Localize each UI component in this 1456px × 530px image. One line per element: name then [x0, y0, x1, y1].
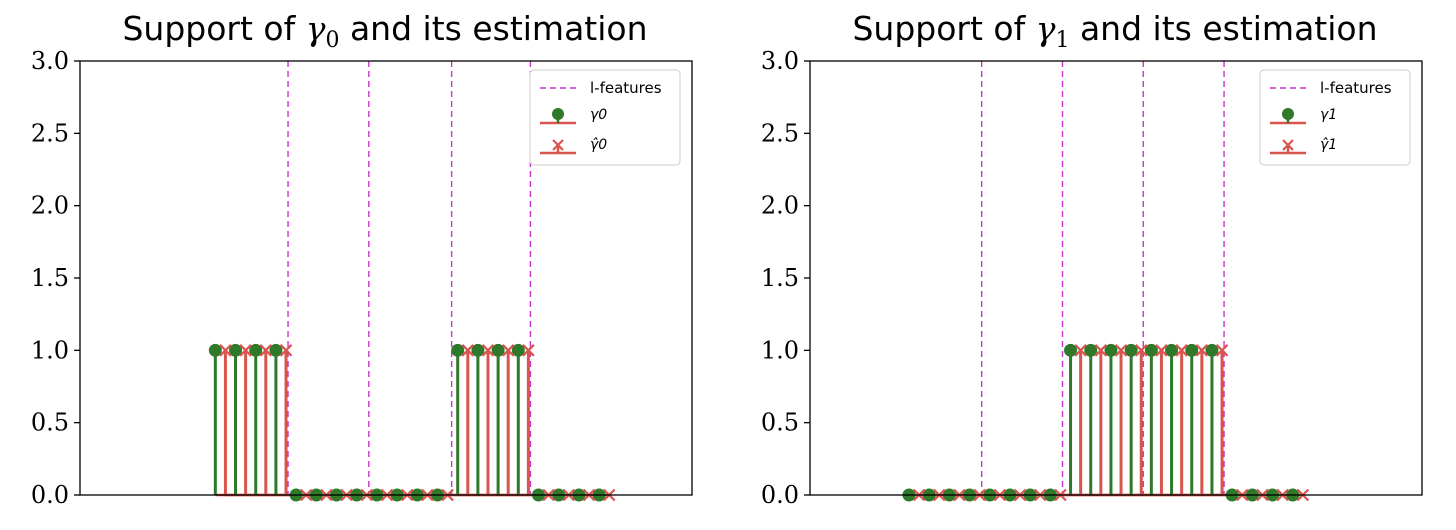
title-symbol: γ [1036, 9, 1056, 48]
axes-frame [809, 60, 1423, 496]
estimated-marker [1195, 344, 1209, 357]
y-tick-label: 0.0 [761, 481, 799, 509]
estimated-marker-stroke [259, 344, 273, 357]
estimated-marker [461, 344, 475, 357]
estimated-marker [1114, 344, 1128, 357]
legend-true-marker [552, 108, 564, 120]
legend-label: γ̂0 [590, 137, 607, 153]
true-marker [249, 343, 263, 357]
y-tick-label: 0.5 [31, 409, 69, 437]
chart-title: Support of γ1 and its estimation [852, 9, 1377, 53]
y-tick-label: 1.5 [761, 264, 799, 292]
true-marker [451, 343, 465, 357]
legend-label: l-features [1320, 79, 1392, 97]
legend-frame [529, 69, 681, 166]
title-prefix: Support of [852, 9, 1035, 48]
y-tick-label: 2.0 [31, 192, 69, 220]
y-tick-label: 0.5 [761, 409, 799, 437]
estimated-marker-stroke [1114, 344, 1128, 357]
estimated-marker-stroke [279, 344, 293, 357]
estimated-marker [1215, 344, 1229, 357]
estimated-marker [501, 344, 515, 357]
estimated-marker [1094, 344, 1108, 357]
estimated-marker [239, 344, 252, 357]
legend-label: l-features [590, 79, 662, 97]
estimated-marker-stroke [1175, 344, 1188, 357]
legend: l-features γ0 γ̂0 [529, 69, 681, 166]
estimated-marker [1155, 344, 1168, 357]
legend-label: γ0 [590, 107, 607, 123]
estimated-marker [279, 344, 293, 357]
estimated-marker-stroke [219, 344, 232, 357]
title-suffix: and its estimation [339, 9, 647, 48]
y-tick-label: 1.0 [761, 336, 799, 364]
legend-est-marker [552, 139, 564, 151]
legend-label: γ̂1 [1320, 137, 1337, 153]
true-marker [491, 343, 505, 357]
legend: l-features γ1 γ̂1 [1259, 69, 1411, 166]
y-tick-label: 3.0 [761, 47, 799, 75]
legend-frame [1259, 69, 1411, 166]
true-marker [1104, 343, 1118, 357]
estimated-marker-stroke [1155, 344, 1168, 357]
estimated-marker-stroke [481, 344, 495, 357]
estimated-marker-stroke [239, 344, 252, 357]
true-marker [208, 343, 222, 357]
y-tick-label: 1.5 [31, 264, 69, 292]
true-marker [1185, 343, 1199, 357]
estimated-marker [1175, 344, 1188, 357]
estimated-marker [1074, 344, 1087, 357]
title-prefix: Support of [122, 9, 305, 48]
true-marker [1144, 343, 1158, 357]
axes-frame [79, 60, 693, 496]
true-marker [1064, 343, 1078, 357]
estimated-marker [481, 344, 495, 357]
title-symbol: γ [306, 9, 326, 48]
true-marker [511, 343, 525, 357]
estimated-marker [522, 344, 535, 357]
legend-true-marker [1282, 108, 1294, 120]
legend-label: γ1 [1320, 107, 1337, 123]
title-subscript: 1 [1055, 28, 1069, 53]
estimated-marker [219, 344, 232, 357]
estimated-marker-stroke [461, 344, 475, 357]
true-marker [269, 343, 283, 357]
y-tick-label: 2.5 [761, 119, 799, 147]
estimated-marker-stroke [1134, 344, 1148, 357]
title-suffix: and its estimation [1069, 9, 1377, 48]
estimated-marker-stroke [1074, 344, 1087, 357]
estimated-marker-stroke [501, 344, 515, 357]
y-tick-label: 2.0 [761, 192, 799, 220]
estimated-marker-stroke [1094, 344, 1108, 357]
true-marker [1084, 343, 1098, 357]
true-marker [229, 343, 243, 357]
true-marker [1124, 343, 1138, 357]
left-subplot: Support of γ0 and its estimation 0.0 0.5 1.… [31, 9, 693, 509]
y-tick-label: 2.5 [31, 119, 69, 147]
legend-est-marker [1282, 139, 1294, 151]
right-subplot: Support of γ1 and its estimation 0.0 0.5 1.… [761, 9, 1423, 509]
estimated-marker-stroke [1215, 344, 1229, 357]
estimated-marker-stroke [522, 344, 535, 357]
title-subscript: 0 [325, 28, 339, 53]
y-tick-label: 0.0 [31, 481, 69, 509]
estimated-marker [1134, 344, 1148, 357]
y-tick-label: 3.0 [31, 47, 69, 75]
true-marker [1165, 343, 1179, 357]
estimated-marker-stroke [1195, 344, 1209, 357]
chart-title: Support of γ0 and its estimation [122, 9, 647, 53]
true-marker [1205, 343, 1219, 357]
true-marker [471, 343, 485, 357]
estimated-marker [259, 344, 273, 357]
y-tick-label: 1.0 [31, 336, 69, 364]
